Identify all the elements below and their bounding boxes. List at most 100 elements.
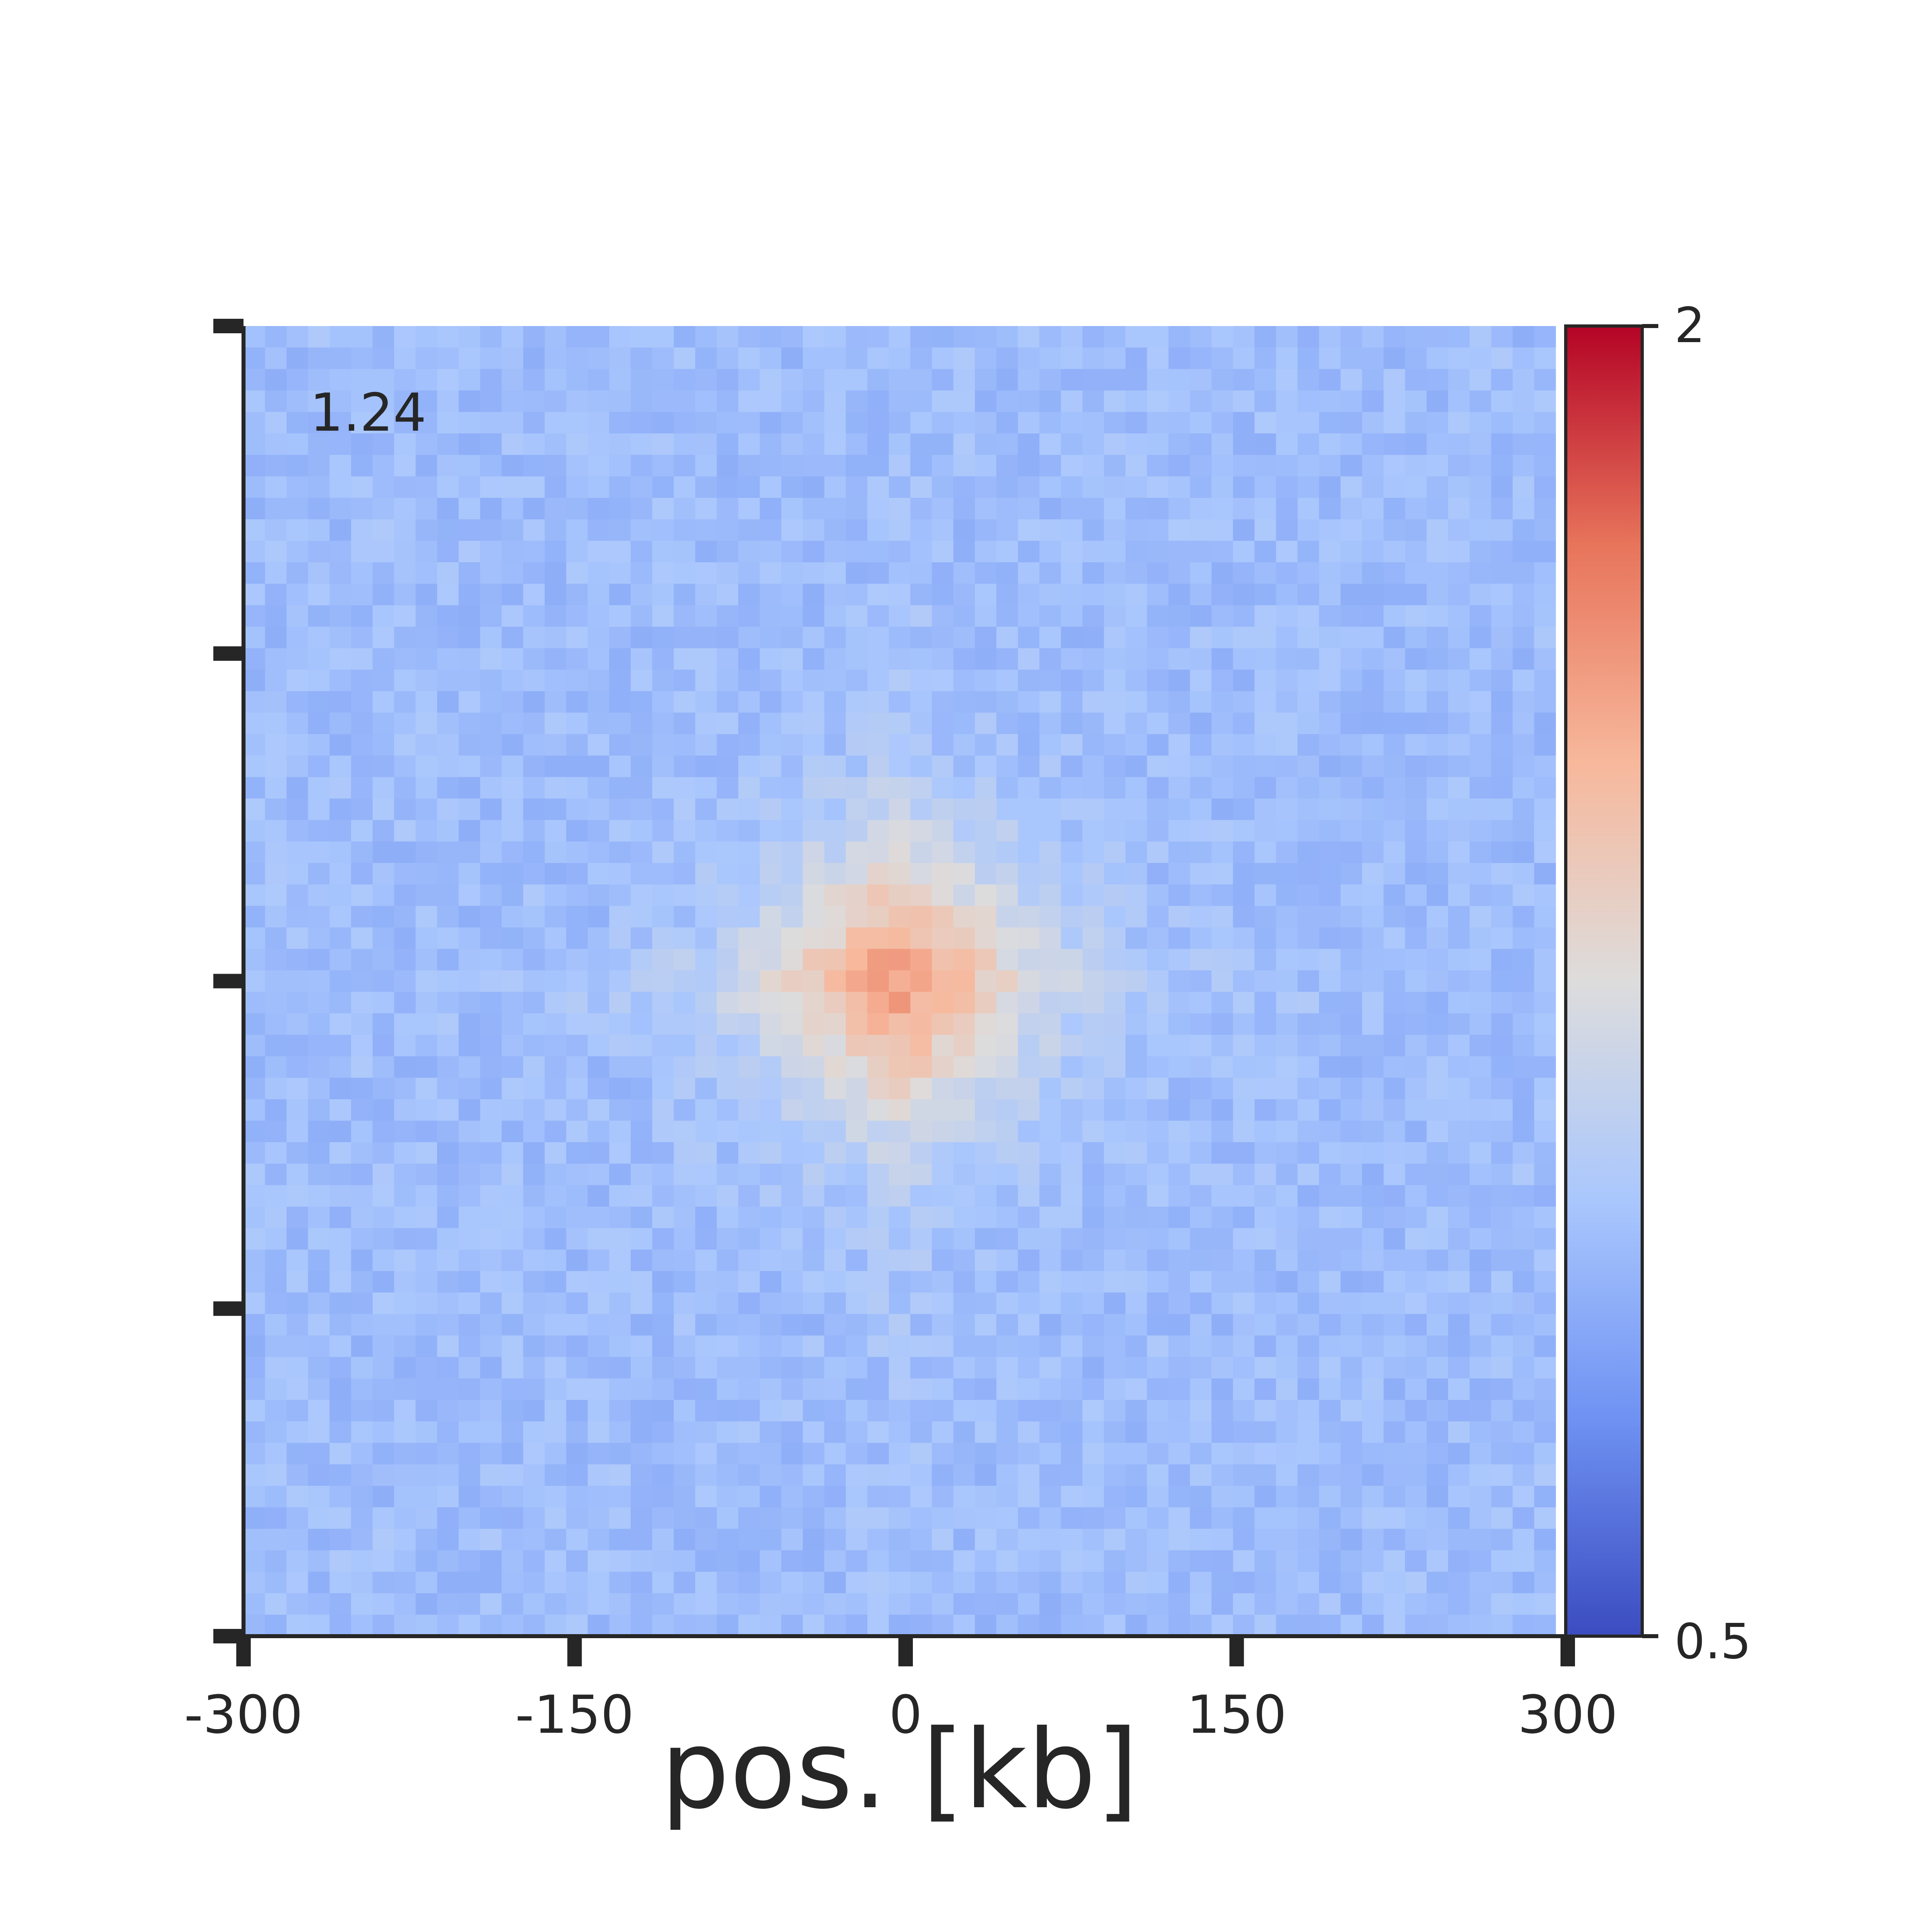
heatmap-cell: [889, 863, 911, 885]
heatmap-cell: [1405, 1421, 1427, 1443]
heatmap-cell: [1362, 455, 1384, 477]
heatmap-cell: [1513, 627, 1535, 649]
heatmap-cell: [1513, 1292, 1535, 1315]
heatmap-cell: [1190, 1271, 1212, 1293]
heatmap-cell: [996, 1357, 1018, 1379]
heatmap-cell: [545, 476, 567, 498]
heatmap-cell: [1297, 1077, 1319, 1100]
heatmap-cell: [394, 497, 416, 520]
heatmap-cell: [975, 627, 997, 649]
heatmap-cell: [265, 1013, 287, 1035]
heatmap-cell: [824, 347, 846, 369]
heatmap-cell: [1211, 1292, 1233, 1315]
heatmap-cell: [1297, 584, 1319, 606]
heatmap-cell: [308, 1292, 330, 1315]
heatmap-cell: [609, 1164, 631, 1186]
heatmap-cell: [351, 1550, 373, 1572]
heatmap-cell: [244, 1421, 266, 1443]
heatmap-cell: [1534, 433, 1556, 455]
heatmap-cell: [1470, 326, 1492, 348]
heatmap-cell: [1190, 476, 1212, 498]
heatmap-cell: [1491, 734, 1513, 756]
heatmap-cell: [1513, 1550, 1535, 1572]
heatmap-cell: [716, 1507, 739, 1529]
heatmap-cell: [1125, 1099, 1148, 1121]
heatmap-cell: [1168, 820, 1191, 842]
heatmap-cell: [329, 755, 351, 778]
heatmap-cell: [867, 1164, 889, 1186]
heatmap-cell: [867, 1099, 889, 1121]
heatmap-cell: [523, 1593, 545, 1615]
heatmap-cell: [1426, 476, 1449, 498]
heatmap-cell: [1534, 669, 1556, 691]
heatmap-cell: [1491, 1034, 1513, 1057]
heatmap-cell: [760, 1335, 782, 1357]
heatmap-cell: [502, 1378, 524, 1400]
heatmap-cell: [1061, 347, 1083, 369]
heatmap-cell: [1383, 1206, 1406, 1228]
heatmap-cell: [1211, 820, 1233, 842]
heatmap-cell: [1125, 949, 1148, 971]
heatmap-cell: [480, 1378, 502, 1400]
heatmap-cell: [437, 691, 459, 713]
heatmap-cell: [372, 927, 394, 949]
heatmap-cell: [673, 584, 696, 606]
heatmap-cell: [480, 1185, 502, 1207]
heatmap-cell: [716, 1529, 739, 1551]
heatmap-cell: [588, 1292, 610, 1315]
heatmap-cell: [588, 1077, 610, 1100]
heatmap-cell: [630, 949, 653, 971]
heatmap-cell: [803, 326, 825, 348]
heatmap-cell: [910, 1486, 932, 1508]
heatmap-cell: [630, 497, 653, 520]
heatmap-cell: [609, 562, 631, 584]
heatmap-cell: [1147, 863, 1169, 885]
heatmap-cell: [910, 541, 932, 563]
heatmap-cell: [673, 1314, 696, 1336]
heatmap-cell: [1211, 1077, 1233, 1100]
heatmap-cell: [1362, 1464, 1384, 1486]
heatmap-cell: [738, 1249, 760, 1271]
heatmap-cell: [265, 1292, 287, 1315]
heatmap-cell: [630, 562, 653, 584]
heatmap-cell: [1082, 347, 1104, 369]
heatmap-cell: [1018, 1142, 1040, 1164]
heatmap-cell: [932, 841, 954, 863]
heatmap-cell: [695, 648, 717, 670]
heatmap-cell: [609, 1034, 631, 1057]
heatmap-cell: [695, 1507, 717, 1529]
heatmap-cell: [480, 798, 502, 820]
heatmap-cell: [695, 734, 717, 756]
heatmap-cell: [1082, 970, 1104, 992]
heatmap-cell: [1319, 1099, 1341, 1121]
heatmap-cell: [1276, 412, 1298, 434]
heatmap-cell: [1534, 1228, 1556, 1250]
heatmap-cell: [953, 369, 975, 391]
heatmap-cell: [1534, 1206, 1556, 1228]
heatmap-cell: [1491, 841, 1513, 863]
heatmap-cell: [803, 1357, 825, 1379]
heatmap-cell: [1147, 992, 1169, 1014]
heatmap-cell: [953, 627, 975, 649]
heatmap-cell: [1061, 970, 1083, 992]
heatmap-cell: [781, 1228, 803, 1250]
heatmap-cell: [738, 648, 760, 670]
heatmap-cell: [351, 669, 373, 691]
heatmap-cell: [673, 1443, 696, 1465]
heatmap-cell: [351, 497, 373, 520]
heatmap-cell: [652, 1056, 674, 1078]
heatmap-cell: [867, 820, 889, 842]
heatmap-cell: [588, 992, 610, 1014]
heatmap-cell: [588, 1486, 610, 1508]
heatmap-cell: [953, 1443, 975, 1465]
heatmap-cell: [1534, 1464, 1556, 1486]
heatmap-cell: [1082, 863, 1104, 885]
heatmap-cell: [953, 347, 975, 369]
heatmap-cell: [265, 369, 287, 391]
heatmap-cell: [458, 841, 481, 863]
heatmap-cell: [1513, 497, 1535, 520]
heatmap-cell: [652, 1164, 674, 1186]
heatmap-cell: [953, 863, 975, 885]
heatmap-cell: [394, 1421, 416, 1443]
heatmap-cell: [1383, 1142, 1406, 1164]
